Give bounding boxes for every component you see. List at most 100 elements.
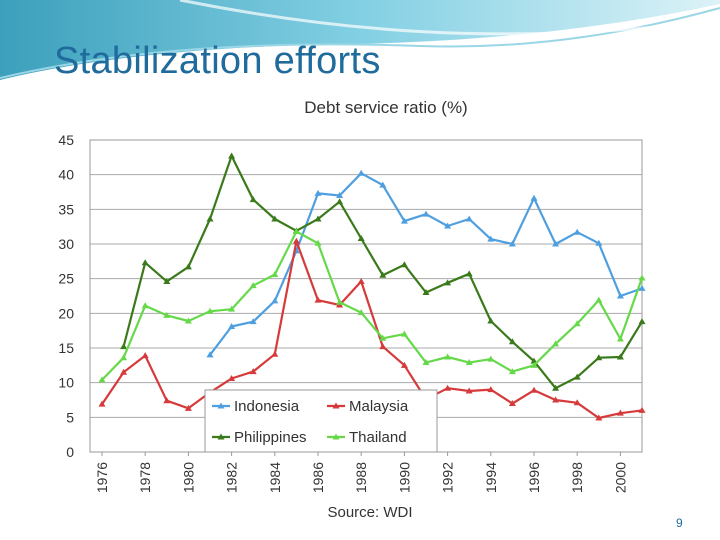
data-point-thailand	[336, 298, 344, 305]
data-point-indonesia	[379, 181, 387, 188]
data-point-philippines	[487, 317, 495, 324]
legend-box	[204, 389, 438, 453]
x-tick-label: 1990	[396, 462, 412, 493]
legend-label: Indonesia	[234, 398, 300, 415]
legend-item-indonesia: Indonesia	[212, 398, 300, 415]
data-point-philippines	[120, 343, 128, 350]
data-point-thailand	[595, 296, 603, 303]
x-tick-label: 1998	[569, 462, 585, 493]
data-point-malaysia	[292, 237, 300, 244]
data-point-thailand	[357, 309, 365, 316]
y-tick-label: 0	[66, 444, 74, 460]
data-point-philippines	[573, 373, 581, 380]
data-point-thailand	[530, 361, 538, 368]
data-point-malaysia	[228, 375, 236, 382]
legend-item-malaysia: Malaysia	[327, 398, 409, 415]
data-point-malaysia	[120, 368, 128, 375]
data-point-philippines	[552, 384, 560, 391]
data-point-indonesia	[357, 169, 365, 176]
series-line-indonesia	[209, 172, 643, 356]
data-point-philippines	[314, 215, 322, 222]
x-tick-label: 2000	[612, 462, 628, 493]
data-point-indonesia	[336, 191, 344, 198]
data-point-malaysia	[444, 384, 452, 391]
series-indonesia	[206, 169, 646, 358]
series-lines	[98, 152, 646, 421]
data-point-indonesia	[314, 189, 322, 196]
data-point-indonesia	[400, 217, 408, 224]
y-tick-label: 20	[58, 305, 74, 321]
x-axis-ticks: 1976 1978 1980 1982 1984 1986 1988 1990 1992 1994…	[94, 452, 628, 493]
data-point-thailand	[206, 307, 214, 314]
series-line-malaysia	[101, 240, 643, 420]
data-point-malaysia	[638, 406, 646, 413]
data-point-thailand	[573, 320, 581, 327]
data-point-malaysia	[508, 399, 516, 406]
data-point-philippines	[357, 234, 365, 241]
data-point-malaysia	[314, 296, 322, 303]
data-point-philippines	[508, 338, 516, 345]
data-point-indonesia	[271, 297, 279, 304]
series-philippines	[120, 152, 646, 391]
data-point-philippines	[422, 289, 430, 296]
legend-item-philippines: Philippines	[212, 429, 307, 446]
data-point-indonesia	[595, 239, 603, 246]
data-point-philippines	[465, 270, 473, 277]
data-point-malaysia	[184, 404, 192, 411]
data-point-indonesia	[249, 318, 257, 325]
y-axis-ticks: 0 5 10 15 20 25 30 35 40 45	[58, 132, 74, 460]
x-tick-label: 1980	[180, 462, 196, 493]
series-malaysia	[98, 237, 646, 421]
data-point-philippines	[336, 198, 344, 205]
x-tick-label: 1994	[483, 462, 499, 493]
chart-source: Source: WDI	[327, 504, 412, 521]
data-point-thailand	[141, 302, 149, 309]
data-point-indonesia	[530, 194, 538, 201]
data-point-malaysia	[573, 399, 581, 406]
data-point-thailand	[465, 359, 473, 366]
series-thailand	[98, 228, 646, 383]
data-point-thailand	[314, 239, 322, 246]
data-point-thailand	[120, 354, 128, 361]
data-point-malaysia	[163, 397, 171, 404]
legend-entries: Indonesia Malaysia Philippines Thailand	[212, 398, 409, 446]
data-point-philippines	[249, 196, 257, 203]
legend-marker	[332, 433, 340, 440]
data-point-malaysia	[379, 343, 387, 350]
x-tick-label: 1988	[353, 462, 369, 493]
data-point-thailand	[487, 355, 495, 362]
data-point-philippines	[595, 354, 603, 361]
x-tick-label: 1984	[267, 462, 283, 493]
legend-marker	[217, 402, 225, 409]
data-point-indonesia	[552, 240, 560, 247]
x-tick-label: 1986	[310, 462, 326, 493]
data-point-thailand	[98, 376, 106, 383]
x-tick-label: 1976	[94, 462, 110, 493]
data-point-thailand	[552, 340, 560, 347]
data-point-thailand	[228, 305, 236, 312]
legend-label: Thailand	[349, 429, 407, 446]
x-tick-label: 1996	[526, 462, 542, 493]
legend-marker	[217, 433, 225, 440]
data-point-indonesia	[638, 284, 646, 291]
data-point-indonesia	[573, 228, 581, 235]
data-point-malaysia	[465, 387, 473, 394]
data-point-philippines	[616, 353, 624, 360]
data-point-malaysia	[530, 386, 538, 393]
data-point-indonesia	[465, 215, 473, 222]
data-point-thailand	[422, 359, 430, 366]
data-point-indonesia	[508, 240, 516, 247]
data-point-philippines	[206, 215, 214, 222]
y-tick-label: 35	[58, 201, 74, 217]
data-point-philippines	[638, 318, 646, 325]
data-point-indonesia	[422, 210, 430, 217]
data-point-philippines	[444, 279, 452, 286]
data-point-malaysia	[249, 368, 257, 375]
y-tick-label: 5	[66, 409, 74, 425]
chart-title: Debt service ratio (%)	[304, 98, 467, 117]
x-tick-label: 1978	[137, 462, 153, 493]
data-point-indonesia	[487, 235, 495, 242]
data-point-malaysia	[487, 386, 495, 393]
data-point-philippines	[271, 215, 279, 222]
